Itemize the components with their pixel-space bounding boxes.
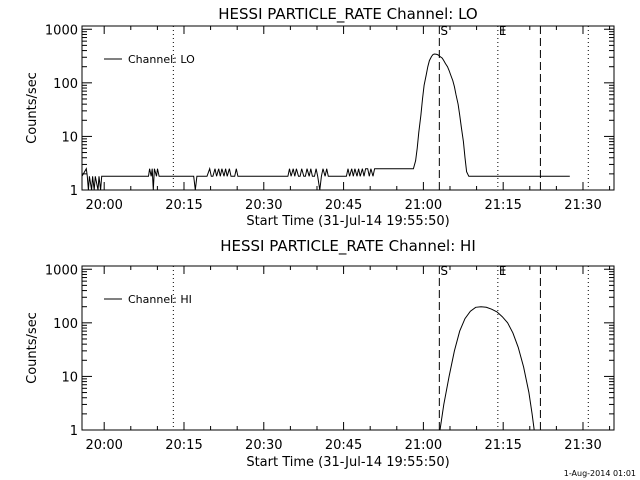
chart-panel-1: HESSI PARTICLE_RATE Channel: LO 1 10 100 100… xyxy=(25,5,615,229)
y-tick-label: 100 xyxy=(53,77,78,92)
x-tick-label: 20:15 xyxy=(165,438,202,453)
y-tick-label: 1 xyxy=(70,424,78,439)
x-tick-label: 20:45 xyxy=(325,438,362,453)
marker-label: E xyxy=(499,264,507,278)
print-timestamp: 1-Aug-2014 01:01 xyxy=(564,469,636,478)
legend-label: Channel: LO xyxy=(128,53,195,66)
x-tick-label: 21:30 xyxy=(564,438,601,453)
x-tick-label: 20:45 xyxy=(325,198,362,213)
x-tick-label: 20:00 xyxy=(85,438,122,453)
marker-label: S xyxy=(440,264,448,278)
x-tick-label: 20:15 xyxy=(165,198,202,213)
x-axis-label: Start Time (31-Jul-14 19:55:50) xyxy=(246,214,449,229)
chart-title: HESSI PARTICLE_RATE Channel: LO xyxy=(218,5,477,24)
y-tick-label: 100 xyxy=(53,317,78,332)
x-tick-label: 20:30 xyxy=(245,438,282,453)
y-tick-label: 10 xyxy=(61,370,78,385)
x-tick-label: 21:15 xyxy=(484,438,521,453)
chart-title: HESSI PARTICLE_RATE Channel: HI xyxy=(220,237,476,256)
x-tick-label: 21:30 xyxy=(564,198,601,213)
x-tick-label: 21:15 xyxy=(484,198,521,213)
chart-panel-2: HESSI PARTICLE_RATE Channel: HI 1 10 100 100… xyxy=(25,237,615,470)
x-tick-label: 20:00 xyxy=(85,198,122,213)
marker-label: S xyxy=(440,24,448,38)
marker-label: E xyxy=(499,24,507,38)
y-axis-label: Counts/sec xyxy=(25,312,40,384)
y-tick-label: 10 xyxy=(61,130,78,145)
legend-label: Channel: HI xyxy=(128,293,192,306)
plot-frame xyxy=(81,265,615,431)
x-tick-label: 20:30 xyxy=(245,198,282,213)
y-tick-label: 1000 xyxy=(45,263,78,278)
series-line xyxy=(439,306,535,431)
x-axis-label: Start Time (31-Jul-14 19:55:50) xyxy=(246,455,449,470)
plot-frame xyxy=(81,25,615,191)
y-tick-label: 1 xyxy=(70,184,78,199)
series-line xyxy=(81,53,570,191)
y-tick-label: 1000 xyxy=(45,23,78,38)
x-tick-label: 21:00 xyxy=(405,198,442,213)
y-axis-label: Counts/sec xyxy=(25,72,40,144)
x-tick-label: 21:00 xyxy=(405,438,442,453)
